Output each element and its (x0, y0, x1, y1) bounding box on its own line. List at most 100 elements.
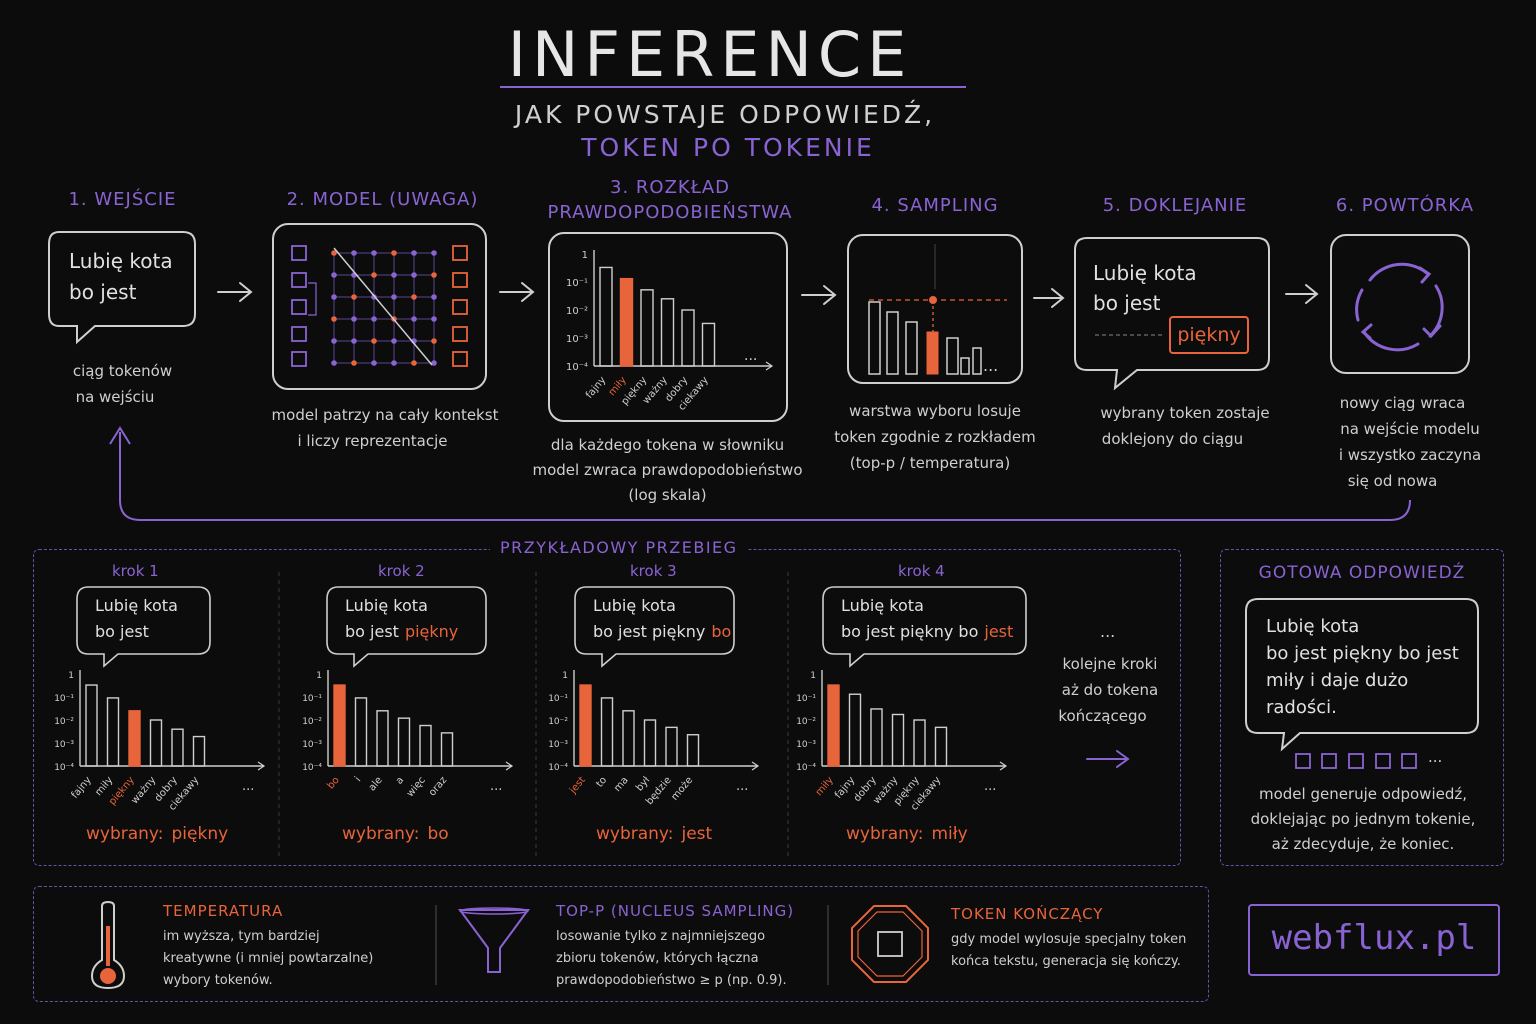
x-axis-arrow (765, 361, 774, 371)
example-step-3: krok 3 Lubię kota bo jest piękny bo 1 10⁻¹ 10⁻… (548, 560, 792, 860)
bubble-outline (574, 586, 735, 668)
step5-title: 5. DOKLEJANIE (1102, 195, 1248, 216)
bubble-line2-wrap: bo jest (95, 622, 155, 641)
step3-title-line2: PRAWDOPODOBIEŃSTWA (547, 202, 793, 223)
added-token: jest (984, 622, 1014, 641)
y-tick-label: 10⁻³ (54, 740, 74, 750)
speech-bubble-icon (822, 586, 1027, 668)
final-dots: ... (1428, 748, 1443, 766)
bar (686, 734, 700, 767)
final-title: GOTOWA ODPOWIEDŹ (1258, 563, 1466, 583)
title-underline (500, 86, 966, 88)
token-label: i (353, 775, 363, 784)
bubble-line1: Lubię kota (593, 596, 676, 615)
bubble-line1: Lubię kota (95, 596, 178, 615)
arrow-right-icon (801, 285, 837, 305)
step5-caption-line1: wybrany token zostaje (1100, 404, 1270, 422)
appended-token: piękny (1169, 316, 1249, 354)
bar-picked (333, 684, 346, 767)
y-tick-label: 10⁻⁴ (54, 763, 74, 773)
topp-title: TOP-P (NUCLEUS SAMPLING) (556, 902, 795, 920)
brand-logo[interactable]: webflux.pl (1271, 918, 1477, 958)
speech-bubble-icon (76, 586, 211, 668)
temperature-line1: im wyższa, tym bardziej (163, 929, 320, 944)
step4-sampling-box (847, 234, 1023, 384)
bar (701, 322, 716, 367)
step2-caption-line1: model patrzy na cały kontekst (271, 406, 499, 424)
y-tick-label: 10⁻⁴ (796, 763, 816, 773)
grid-dot (371, 338, 377, 344)
step6-repeat-box (1330, 234, 1470, 374)
step5-caption-line2: doklejony do ciągu (1101, 430, 1244, 448)
bar (622, 710, 635, 767)
footer-panel (33, 886, 1209, 1002)
grid-dot (371, 316, 377, 322)
brand-box[interactable] (1248, 904, 1500, 976)
step2-model-box (272, 223, 487, 390)
picked-token: piękny (171, 824, 229, 844)
step1-line2: bo jest (69, 280, 137, 304)
chart-ellipsis: ... (242, 779, 254, 794)
y-tick-label: 10⁻¹ (54, 694, 74, 704)
bar (192, 735, 206, 767)
picked-row: wybrany: piękny (86, 824, 228, 844)
step4-caption-line3: (top-p / temperatura) (849, 454, 1011, 472)
bar (85, 684, 98, 767)
bubble-outline (76, 586, 211, 668)
x-axis-arrow (999, 761, 1008, 771)
chart-ellipsis: ... (736, 779, 748, 794)
step5-line2: bo jest (1093, 291, 1161, 315)
token-label: a (394, 775, 406, 787)
bubble-line2: bo jest piękny bo (841, 622, 979, 641)
bar-picked (619, 277, 634, 367)
picked-prefix: wybrany: (342, 824, 420, 844)
y-tick-label: 1 (562, 671, 568, 681)
grid-dot (431, 250, 437, 256)
y-tick-label: 10⁻² (796, 717, 816, 727)
step1-title: 1. WEJŚCIE (68, 189, 177, 210)
grid-dot (391, 360, 397, 366)
step4-title: 4. SAMPLING (871, 195, 999, 216)
final-line1: Lubię kota (1266, 616, 1360, 637)
more-line1: kolejne kroki (1062, 655, 1158, 673)
picked-row: wybrany: miły (846, 824, 968, 844)
bubble-line2: bo jest (345, 622, 399, 641)
example-step-1: krok 1 Lubię kota bo jest 1 10⁻¹ 10⁻² 10⁻³ 10⁻⁴… (54, 560, 298, 860)
stop-octagon-icon (851, 905, 929, 983)
step4-ellipsis: ... (983, 356, 998, 375)
final-line2: bo jest piękny bo jest (1266, 643, 1459, 664)
speech-bubble-icon (574, 586, 735, 668)
bar (660, 298, 675, 367)
step6-caption-line1: nowy ciąg wraca (1339, 394, 1466, 412)
y-tick-label: 1 (582, 250, 588, 261)
bar (640, 289, 654, 367)
final-bubble: Lubię kota bo jest piękny bo jest miły i… (1244, 597, 1484, 757)
grid-dot (431, 360, 437, 366)
grid-dot (331, 316, 337, 322)
step5-line1: Lubię kota (1093, 261, 1197, 285)
bar (354, 697, 368, 767)
grid-dot (411, 316, 417, 322)
grid-dot (351, 338, 357, 344)
step2-title: 2. MODEL (UWAGA) (286, 189, 479, 210)
more-line2: aż do tokena (1061, 681, 1159, 699)
y-tick-label: 10⁻¹ (302, 694, 322, 704)
endtoken-line2: końca tekstu, generacja się kończy. (951, 954, 1181, 969)
y-tick-label: 1 (810, 671, 816, 681)
step-label: krok 4 (898, 562, 945, 580)
y-tick-label: 1 (316, 671, 322, 681)
y-tick-label: 10⁻³ (548, 740, 568, 750)
grid-dot (431, 294, 437, 300)
bar (440, 732, 454, 767)
step3-caption-line2: model zwraca prawdopodobieństwo (532, 461, 803, 479)
grid-dot (331, 272, 337, 278)
cycle-arrows-icon (1355, 262, 1444, 352)
step3-caption-line1: dla każdego tokena w słowniku (550, 436, 785, 454)
grid-dot (391, 294, 397, 300)
y-tick-label: 10⁻³ (796, 740, 816, 750)
y-tick-label: 10⁻¹ (796, 694, 816, 704)
final-line4: radości. (1266, 697, 1337, 718)
added-token: bo (711, 622, 732, 641)
